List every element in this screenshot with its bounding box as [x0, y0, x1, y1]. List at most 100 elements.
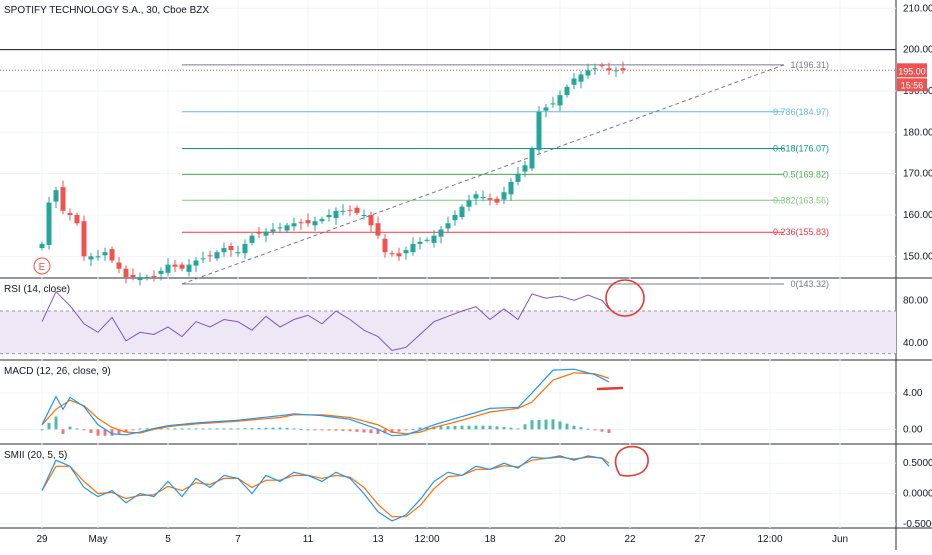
fib-level-label: 0.618(176.07) — [773, 144, 829, 154]
macd-histogram-bar — [124, 429, 128, 433]
candle-body — [522, 165, 528, 172]
candle-body — [123, 268, 129, 277]
candle-body — [109, 249, 115, 261]
candle-body — [417, 241, 423, 244]
candle-body — [452, 214, 458, 221]
candle-body — [263, 231, 269, 236]
macd-histogram-bar — [495, 426, 499, 430]
price-label-box — [897, 63, 927, 78]
candle-body — [81, 221, 87, 257]
macd-histogram-bar — [145, 428, 149, 430]
candle-body — [340, 210, 346, 212]
candle-body — [571, 78, 577, 85]
candle-body — [445, 223, 451, 229]
candle-body — [431, 235, 437, 243]
macd-histogram-bar — [264, 427, 268, 430]
macd-histogram-bar — [194, 428, 198, 430]
macd-histogram-bar — [572, 425, 576, 430]
macd-histogram-bar — [593, 429, 597, 431]
fib-level-label: 0.5(169.82) — [783, 169, 829, 179]
candle-body — [410, 243, 416, 253]
candle-body — [438, 229, 444, 237]
macd-histogram-bar — [509, 427, 513, 430]
macd-histogram-bar — [222, 428, 226, 430]
x-tick-label: 5 — [165, 534, 171, 545]
macd-histogram-bar — [341, 429, 345, 431]
candle-body — [277, 227, 283, 229]
macd-histogram-bar — [425, 427, 429, 430]
macd-histogram-bar — [446, 426, 450, 430]
fib-level-label: 1(196.31) — [790, 60, 829, 70]
candle-body — [368, 214, 374, 226]
candle-body — [466, 200, 472, 207]
x-tick-label: 12:00 — [757, 534, 782, 545]
macd-histogram-bar — [138, 428, 142, 430]
candle-body — [473, 194, 479, 199]
x-tick-label: 18 — [484, 534, 496, 545]
candle-body — [67, 212, 73, 215]
macd-line — [41, 368, 610, 437]
candle-body — [396, 253, 402, 257]
price-tick-label: 170.00 — [903, 169, 932, 180]
macd-histogram-bar — [334, 429, 338, 431]
candle-body — [613, 70, 619, 72]
macd-histogram-bar — [390, 429, 394, 433]
candle-body — [102, 252, 108, 256]
macd-histogram-bar — [96, 429, 100, 436]
macd-histogram-bar — [215, 428, 219, 430]
macd-histogram-bar — [453, 425, 457, 430]
macd-histogram-bar — [551, 419, 555, 430]
candle-body — [375, 223, 381, 236]
price-tick-label: 210.00 — [903, 3, 932, 14]
macd-histogram-bar — [75, 428, 79, 430]
macd-annotation-mark — [596, 386, 624, 391]
macd-histogram-bar — [467, 425, 471, 430]
x-tick-label: 13 — [372, 534, 384, 545]
macd-histogram-bar — [481, 425, 485, 430]
candle-body — [193, 260, 199, 266]
candle-body — [39, 243, 45, 249]
price-tick-label: 200.00 — [903, 45, 932, 56]
macd-histogram-bar — [362, 429, 366, 433]
macd-histogram-bar — [306, 429, 310, 431]
candle-body — [599, 65, 605, 67]
macd-histogram-bar — [516, 428, 520, 430]
candle-body — [543, 107, 549, 111]
macd-histogram-bar — [460, 425, 464, 430]
candle-body — [578, 74, 584, 82]
macd-histogram-bar — [131, 429, 135, 431]
candle-body — [487, 198, 493, 200]
candle-body — [382, 238, 388, 253]
candle-body — [305, 220, 311, 224]
macd-histogram-bar — [229, 428, 233, 430]
candle-body — [165, 264, 171, 273]
fib-trendline — [181, 64, 785, 285]
macd-histogram-bar — [565, 423, 569, 430]
candle-body — [214, 252, 220, 259]
smii-annotation-circle — [614, 445, 649, 477]
candle-body — [74, 214, 80, 224]
macd-histogram-bar — [523, 424, 527, 430]
candle-body — [179, 264, 185, 269]
macd-histogram-bar — [180, 428, 184, 430]
candle-body — [130, 274, 136, 277]
macd-histogram-bar — [348, 429, 352, 432]
macd-histogram-bar — [376, 429, 380, 434]
x-tick-label: 27 — [694, 534, 706, 545]
macd-histogram-bar — [558, 421, 562, 430]
candle-body — [326, 214, 332, 218]
smii-tick-label: 0.0000 — [903, 489, 932, 500]
candle-body — [228, 245, 234, 251]
macd-histogram-bar — [299, 428, 303, 430]
candle-body — [256, 232, 262, 234]
macd-histogram-bar — [404, 429, 408, 431]
macd-histogram-bar — [488, 425, 492, 430]
macd-histogram-bar — [40, 429, 44, 431]
candle-body — [186, 264, 192, 272]
candle-body — [172, 264, 178, 267]
candle-body — [221, 248, 227, 253]
price-tick-label: 160.00 — [903, 210, 932, 221]
candle-body — [312, 221, 318, 226]
